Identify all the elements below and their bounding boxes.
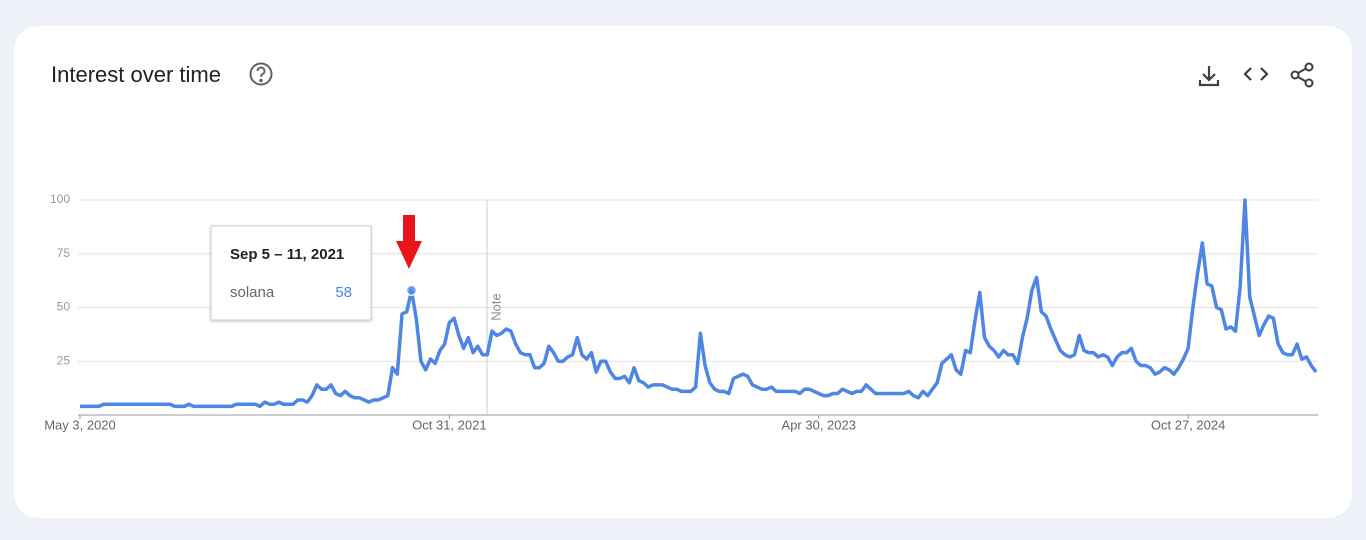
- tooltip-title: Sep 5 – 11, 2021: [230, 246, 344, 263]
- plot-area: 25 50 75 100 Note May 3, 2020 Oct 31, 2021 Apr …: [44, 192, 1318, 432]
- x-tick-label: Oct 27, 2024: [1151, 417, 1225, 432]
- help-icon[interactable]: [249, 62, 273, 86]
- note-label: Note: [488, 293, 503, 320]
- tooltip-value: 58: [335, 284, 352, 301]
- tooltip: Sep 5 – 11, 2021 solana 58: [210, 225, 372, 321]
- embed-icon[interactable]: [1243, 67, 1269, 81]
- download-icon[interactable]: [1198, 66, 1220, 87]
- y-tick-label: 100: [50, 192, 70, 206]
- annotation-arrow: [396, 215, 422, 269]
- chart-title: Interest over time: [51, 62, 221, 87]
- tooltip-series: solana: [230, 284, 275, 301]
- x-tick-label: Oct 31, 2021: [412, 417, 486, 432]
- y-tick-label: 25: [57, 353, 71, 367]
- share-icon[interactable]: [1290, 62, 1314, 88]
- y-tick-label: 50: [57, 300, 71, 314]
- x-tick-label: May 3, 2020: [44, 417, 116, 432]
- trend-line: [80, 198, 1318, 409]
- y-tick-label: 75: [57, 246, 71, 260]
- x-tick-label: Apr 30, 2023: [782, 417, 856, 432]
- highlight-point: [405, 284, 418, 297]
